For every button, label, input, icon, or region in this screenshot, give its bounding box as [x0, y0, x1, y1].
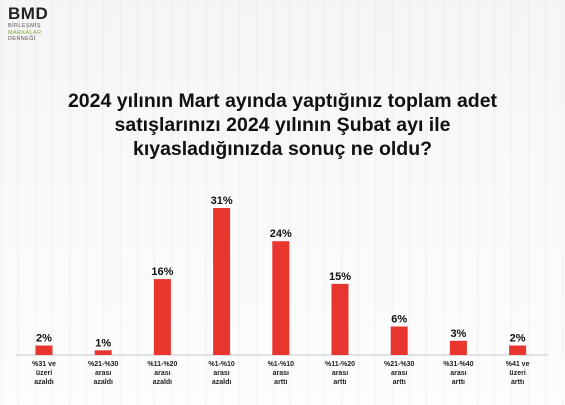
bar-7 [449, 340, 467, 355]
value-labels: 2% 1% 16% 31% 24% 15% 6% 3% 2% [36, 195, 526, 349]
value-label-1: 1% [95, 337, 111, 349]
logo-line-1: BİRLEŞMİŞ [8, 23, 41, 29]
title-line-1: 2024 yılının Mart ayında yaptığınız topl… [67, 90, 498, 112]
x-tick-label-8: %41 ve üzeri arttı [506, 361, 530, 386]
bar-2 [153, 279, 171, 355]
logo-line-2: MARKALAR [8, 29, 42, 36]
value-label-4: 24% [270, 228, 292, 240]
x-tick-label-3: %1-%10 arası azaldı [208, 361, 235, 386]
x-tick-label-7: %31-%40 arası arttı [443, 361, 473, 386]
bar-6 [390, 326, 408, 355]
x-tick-labels: %31 ve üzeri azaldı %21-%30 arası azaldı %11-%… [32, 361, 529, 386]
x-tick-label-6: %21-%30 arası arttı [384, 361, 414, 386]
logo-subtitle: BİRLEŞMİŞ MARKALAR DERNEĞİ [8, 23, 48, 43]
bar-0 [35, 345, 53, 355]
logo-mark: BMD [8, 4, 49, 23]
bars [35, 208, 527, 355]
x-tick-label-5: %11-%20 arası arttı [325, 361, 355, 386]
value-label-8: 2% [510, 333, 526, 345]
bar-4 [272, 241, 290, 355]
value-label-3: 31% [211, 195, 233, 207]
x-tick-label-0: %31 ve üzeri azaldı [32, 361, 56, 386]
bmd-logo: BMD BİRLEŞMİŞ MARKALAR DERNEĞİ [8, 5, 48, 43]
value-label-0: 2% [36, 333, 52, 345]
value-label-6: 6% [391, 314, 407, 326]
bar-5 [331, 283, 349, 355]
bar-3 [213, 208, 231, 355]
value-label-2: 16% [151, 266, 173, 278]
chart-title: 2024 yılının Mart ayında yaptığınız topl… [20, 89, 545, 161]
x-tick-label-4: %1-%10 arası arttı [268, 361, 295, 386]
value-label-7: 3% [450, 328, 466, 340]
logo-line-3: DERNEĞİ [8, 36, 36, 42]
x-tick-label-2: %11-%20 arası azaldı [147, 361, 177, 386]
x-tick-label-1: %21-%30 arası azaldı [88, 361, 118, 386]
bar-1 [94, 350, 112, 355]
title-line-2: satışlarınızı 2024 yılının Şubat ayı ile [114, 114, 451, 136]
value-label-5: 15% [329, 271, 351, 283]
title-line-3: kıyasladığınızda sonuç ne oldu? [132, 138, 433, 160]
bar-8 [509, 345, 527, 355]
